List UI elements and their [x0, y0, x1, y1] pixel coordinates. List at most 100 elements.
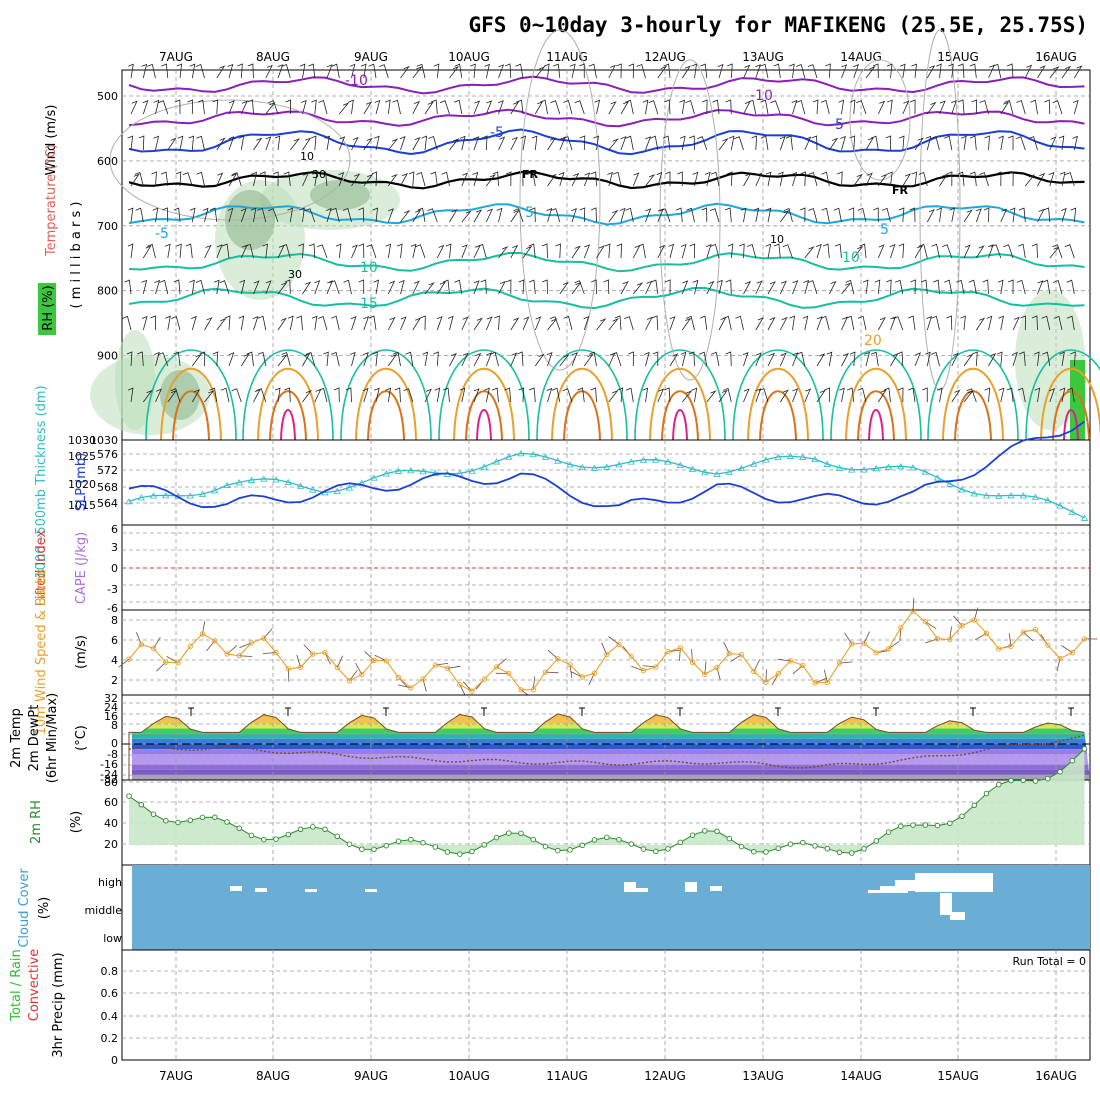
date-label-top: 14AUG: [840, 50, 882, 64]
contour-20: [649, 367, 711, 441]
contour-20: [845, 367, 907, 441]
rh2m-point: [1057, 768, 1063, 775]
wind-barb: [700, 63, 708, 79]
wind-barb: [422, 351, 429, 367]
pressure-tick: 800: [97, 285, 118, 298]
contour-label: 5: [880, 222, 889, 238]
wind-point: [677, 645, 683, 651]
wind-barb: [1059, 171, 1066, 187]
wind-barb: [547, 318, 558, 331]
precip-tick: 0.6: [101, 987, 119, 1000]
wind-barb: [877, 100, 886, 115]
wind-barb: [528, 243, 536, 259]
wind-barb: [421, 135, 428, 151]
wind-barb: [473, 317, 483, 331]
wind-barb: [755, 172, 763, 187]
wind-barb: [779, 389, 789, 403]
wind-barb: [949, 207, 955, 223]
wind-point: [616, 641, 622, 647]
wind-barb: [856, 100, 867, 115]
wind-barb: [122, 315, 132, 331]
wind-barb: [828, 280, 837, 295]
cloud-cell: [940, 893, 952, 915]
wind-barb: [1016, 279, 1026, 295]
wind-barb: [608, 138, 619, 151]
wind-barb: [317, 244, 328, 259]
wind-barb: [396, 243, 403, 259]
wind-barb: [608, 318, 619, 331]
wind-barb: [412, 280, 420, 295]
wind-barb: [204, 390, 215, 403]
ylabel-wind10m-units: (m/s): [74, 635, 89, 669]
wind-barb: [563, 315, 573, 331]
wind-barb: [596, 245, 605, 259]
wind-barb: [657, 388, 665, 403]
wind-barb: [688, 351, 695, 367]
wind-barb: [277, 317, 287, 331]
thickness-tick: 564: [97, 497, 118, 510]
wind-barb: [735, 315, 744, 331]
wind-barb: [408, 171, 415, 187]
wind-barb: [453, 99, 463, 115]
wind-barb: [975, 245, 985, 259]
rh2m-point: [824, 845, 831, 852]
cloud-level-low: low: [103, 932, 122, 945]
wind-barb: [792, 280, 799, 295]
contour-20: [160, 367, 222, 441]
ylabel-slp: SLP (mb): [74, 453, 89, 512]
rh2m-point: [714, 828, 720, 835]
wind-barb: [604, 243, 611, 259]
contour-label: -10: [345, 73, 368, 89]
wind-barb: [616, 63, 622, 79]
wind-barb: [472, 171, 479, 187]
wind-barb: [608, 209, 619, 223]
wind-barb: [685, 100, 695, 115]
max-temp-marker: [775, 707, 781, 716]
wind-point: [187, 643, 193, 649]
wind-barb: [679, 135, 686, 151]
rh2m-point: [395, 838, 402, 844]
rh2m-point: [1069, 757, 1076, 764]
contour-15-dome: [927, 349, 1019, 441]
rh-contour: [659, 59, 721, 381]
wind-barb: [302, 137, 312, 151]
wind-barb: [701, 207, 708, 223]
wind-barb: [331, 315, 340, 331]
wind-barb: [311, 99, 317, 115]
rh-blob: [115, 330, 155, 430]
lifted-index-tick: -3: [107, 583, 118, 596]
wind-barb: [449, 138, 460, 151]
wind-barb: [385, 387, 392, 403]
wind-point: [457, 682, 463, 688]
wind-barb: [329, 280, 340, 295]
wind-barb: [459, 135, 466, 151]
rh2m-point: [138, 802, 145, 808]
wind-barb: [436, 281, 447, 295]
wind-barb: [209, 387, 218, 403]
wind-barb: [265, 64, 273, 79]
thickness-point: [1080, 514, 1089, 521]
wind-barb: [546, 352, 553, 367]
wind-point: [702, 671, 708, 678]
wind-barb: [221, 243, 230, 259]
wind-barb: [265, 280, 272, 295]
ylabel-thickness: 1000~500mb Thickness (dm): [34, 385, 49, 578]
wind-barb: [558, 171, 565, 187]
ylabel-2m-dewpt: 2m DewPt: [27, 705, 42, 772]
wind-barb: [896, 351, 904, 367]
wind-barb: [651, 315, 659, 331]
precip-tick: 0.8: [101, 965, 119, 978]
wind-barb: [887, 171, 893, 187]
wind-point: [138, 641, 144, 648]
wind-barb: [317, 315, 328, 331]
rh2m-point: [616, 836, 622, 843]
rh-blob-dense: [160, 370, 200, 420]
wind-barb: [619, 207, 626, 223]
wind-barb: [216, 65, 226, 79]
wind-point: [469, 688, 475, 694]
wind-point: [150, 645, 157, 651]
wind-barb: [617, 387, 624, 403]
wind-barb: [195, 63, 205, 79]
rh2m-point: [432, 844, 439, 850]
rh2m-point: [322, 826, 328, 833]
